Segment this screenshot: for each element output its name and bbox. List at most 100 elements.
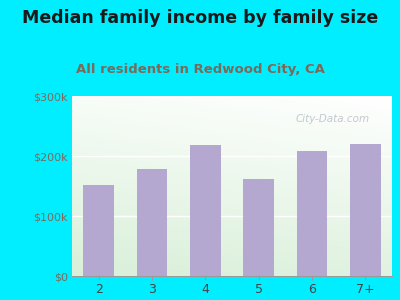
Bar: [72, 188, 392, 190]
Bar: [72, 179, 392, 181]
Bar: [72, 143, 392, 145]
Bar: [72, 190, 392, 191]
Bar: [72, 226, 392, 227]
Bar: [72, 233, 392, 235]
Bar: [72, 249, 392, 251]
Bar: [136, 169, 168, 276]
Bar: [72, 269, 392, 271]
Bar: [72, 139, 392, 141]
Bar: [72, 193, 392, 195]
Bar: [243, 179, 274, 276]
Bar: [72, 184, 392, 186]
Bar: [72, 103, 392, 105]
Bar: [72, 172, 392, 173]
Bar: [72, 242, 392, 244]
Bar: [72, 116, 392, 118]
Bar: [83, 185, 114, 276]
Bar: [72, 132, 392, 134]
Bar: [72, 161, 392, 163]
Bar: [72, 274, 392, 276]
Bar: [72, 202, 392, 204]
Bar: [72, 217, 392, 218]
Bar: [72, 224, 392, 226]
Bar: [72, 173, 392, 175]
Bar: [72, 134, 392, 136]
Bar: [72, 204, 392, 206]
Bar: [72, 236, 392, 238]
Bar: [72, 146, 392, 148]
Bar: [72, 186, 392, 188]
Bar: [72, 231, 392, 233]
Bar: [72, 119, 392, 121]
Bar: [72, 251, 392, 253]
Bar: [72, 107, 392, 109]
Bar: [72, 263, 392, 265]
Bar: [72, 200, 392, 202]
Bar: [72, 271, 392, 272]
Bar: [72, 175, 392, 177]
Bar: [72, 154, 392, 155]
Bar: [72, 211, 392, 213]
Bar: [72, 258, 392, 260]
Bar: [72, 181, 392, 182]
Bar: [72, 265, 392, 267]
Bar: [72, 238, 392, 240]
Bar: [72, 128, 392, 130]
Bar: [72, 123, 392, 125]
Bar: [72, 170, 392, 172]
Bar: [72, 114, 392, 116]
Text: All residents in Redwood City, CA: All residents in Redwood City, CA: [76, 63, 324, 76]
Text: Median family income by family size: Median family income by family size: [22, 9, 378, 27]
Bar: [72, 247, 392, 249]
Bar: [72, 197, 392, 199]
Bar: [72, 260, 392, 262]
Bar: [72, 157, 392, 159]
Bar: [72, 112, 392, 114]
Bar: [72, 220, 392, 222]
Bar: [72, 168, 392, 170]
Bar: [72, 256, 392, 258]
Bar: [72, 137, 392, 139]
Bar: [72, 213, 392, 215]
Bar: [72, 235, 392, 236]
Bar: [72, 177, 392, 179]
Bar: [72, 164, 392, 166]
Bar: [72, 127, 392, 128]
Bar: [72, 262, 392, 263]
Bar: [72, 195, 392, 197]
Text: City-Data.com: City-Data.com: [296, 114, 370, 124]
Bar: [72, 244, 392, 245]
Bar: [72, 141, 392, 143]
Bar: [72, 159, 392, 161]
Bar: [72, 163, 392, 164]
Bar: [72, 150, 392, 152]
Bar: [72, 110, 392, 112]
Bar: [72, 227, 392, 229]
Bar: [72, 145, 392, 146]
Bar: [72, 130, 392, 132]
Bar: [72, 136, 392, 137]
Bar: [72, 191, 392, 193]
Bar: [350, 144, 381, 276]
Bar: [296, 151, 328, 276]
Bar: [72, 254, 392, 256]
Bar: [72, 121, 392, 123]
Bar: [72, 105, 392, 107]
Bar: [72, 206, 392, 208]
Bar: [72, 100, 392, 101]
Bar: [72, 109, 392, 110]
Bar: [72, 229, 392, 231]
Bar: [72, 125, 392, 127]
Bar: [72, 245, 392, 247]
Bar: [72, 101, 392, 103]
Bar: [72, 148, 392, 150]
Bar: [72, 215, 392, 217]
Bar: [72, 199, 392, 200]
Bar: [72, 240, 392, 242]
Bar: [72, 272, 392, 274]
Bar: [72, 152, 392, 154]
Bar: [72, 267, 392, 269]
Bar: [72, 218, 392, 220]
Bar: [72, 209, 392, 211]
Bar: [72, 118, 392, 119]
